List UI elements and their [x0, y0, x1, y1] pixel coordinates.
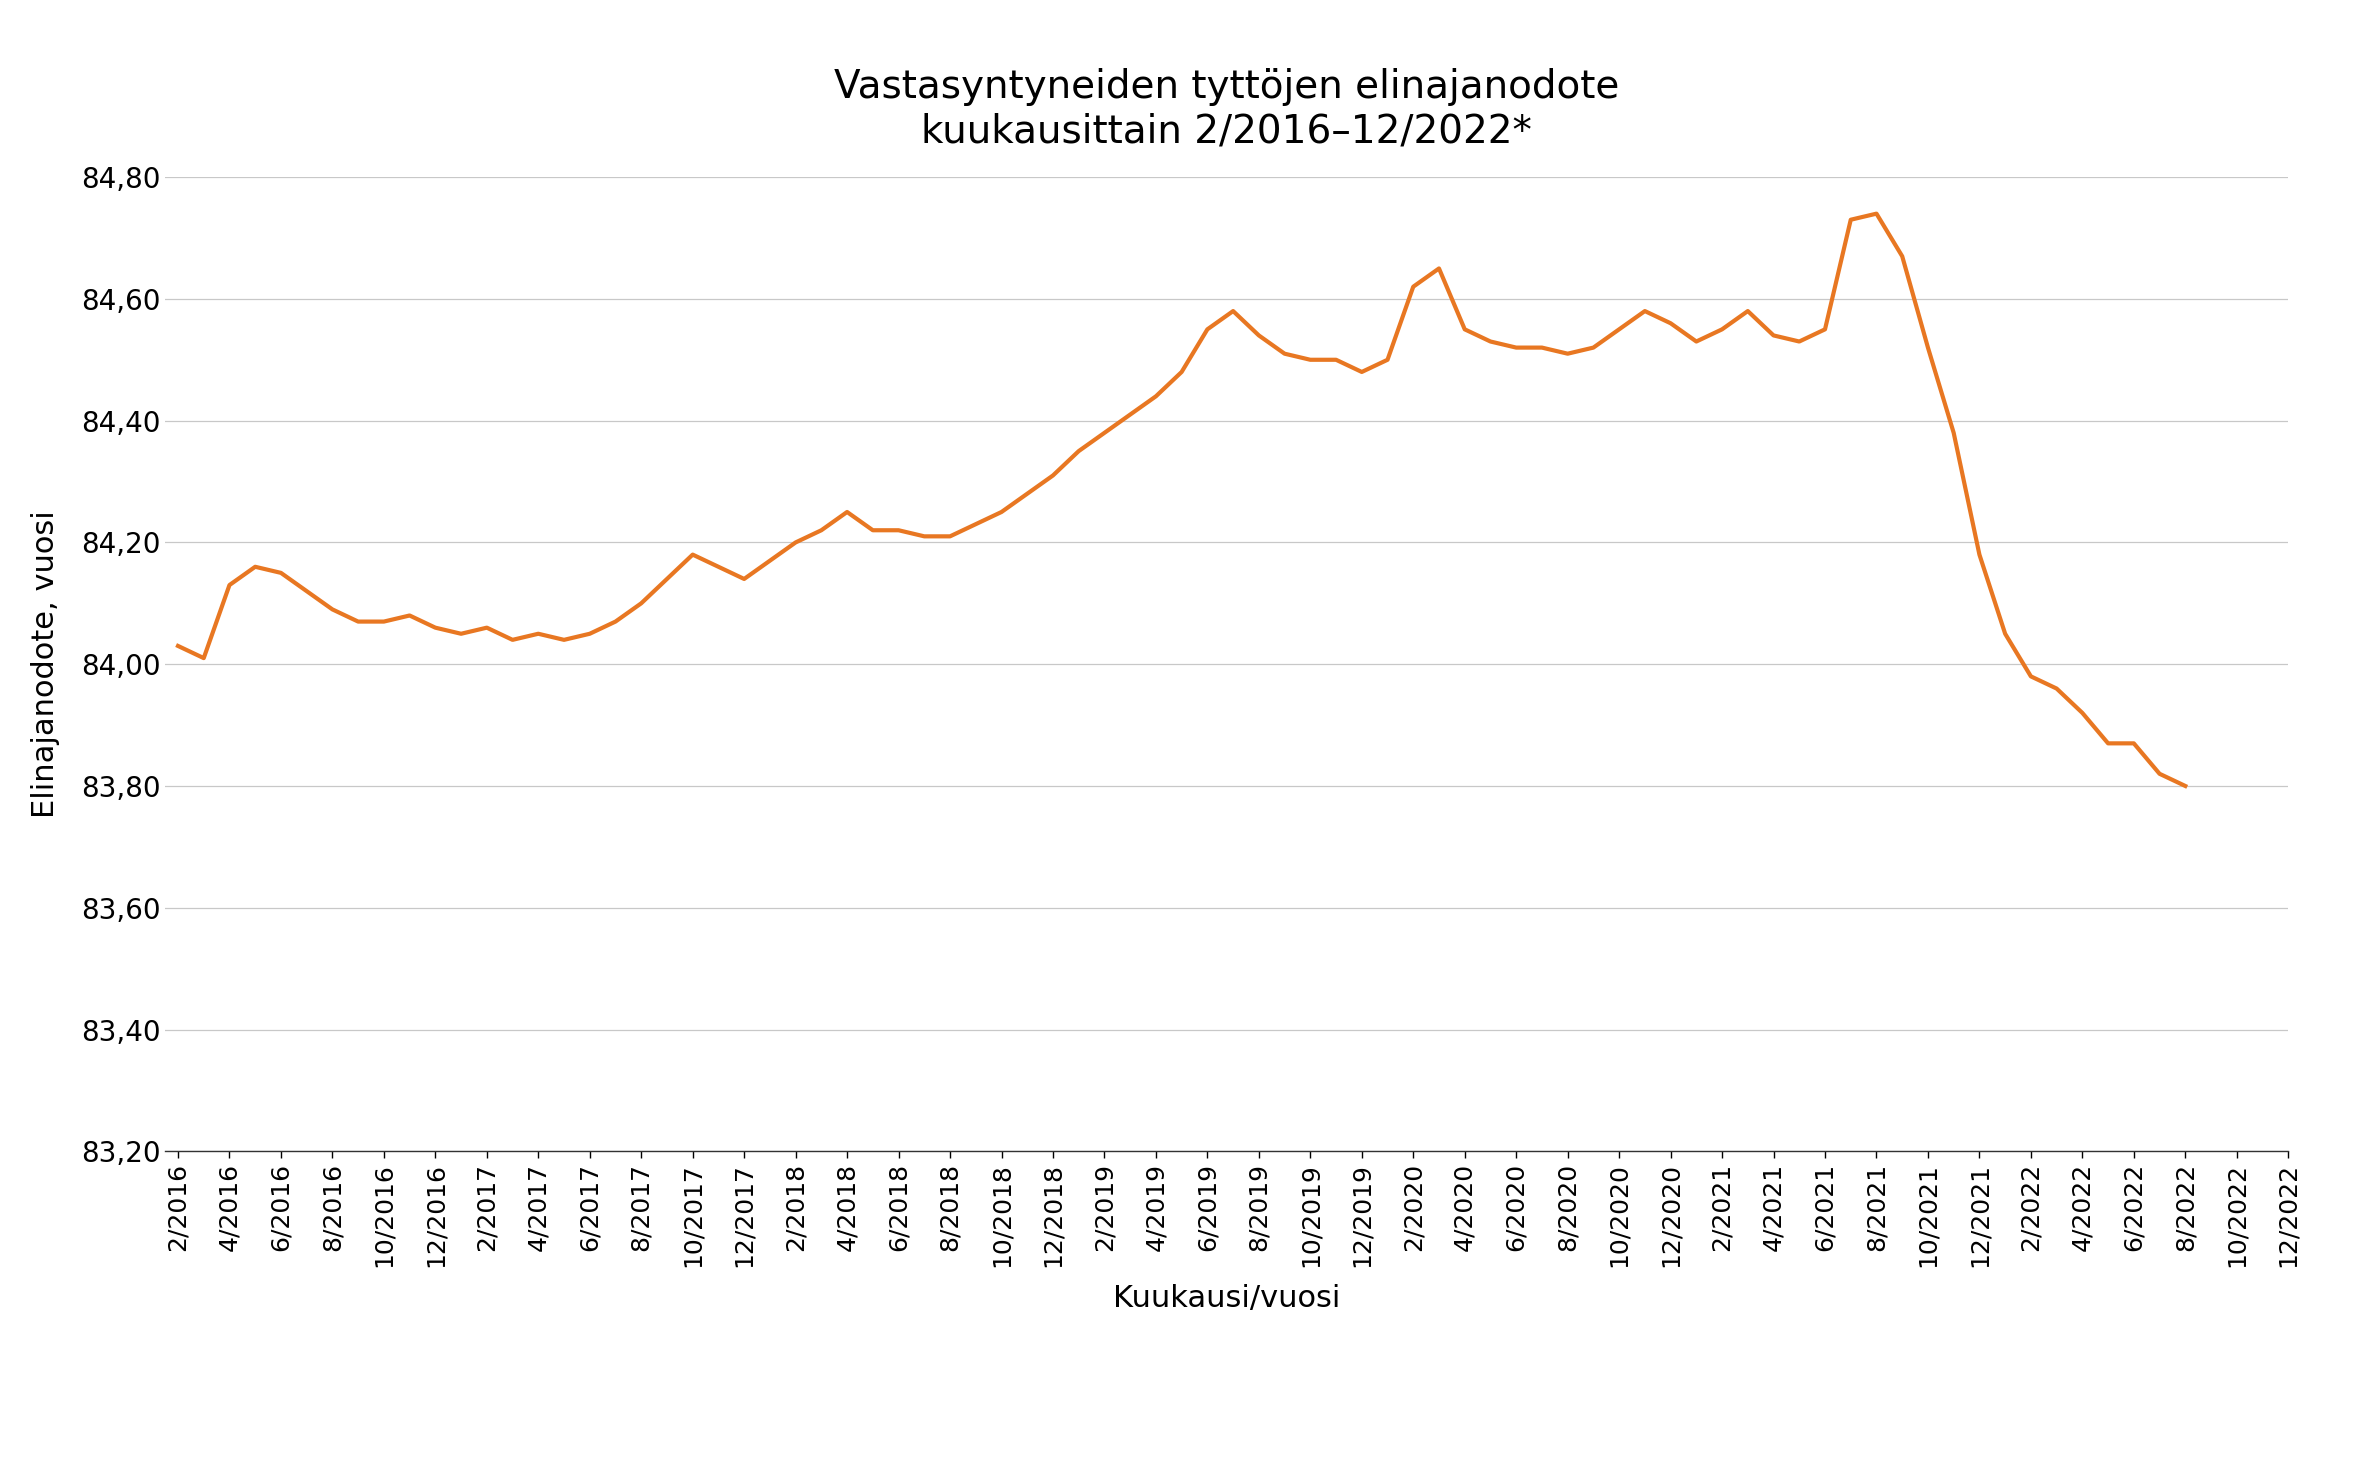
Y-axis label: Elinajanodote, vuosi: Elinajanodote, vuosi — [31, 511, 59, 818]
Title: Vastasyntyneiden tyttöjen elinajanodote
kuukausittain 2/2016–12/2022*: Vastasyntyneiden tyttöjen elinajanodote … — [835, 68, 1618, 151]
X-axis label: Kuukausi/vuosi: Kuukausi/vuosi — [1113, 1284, 1340, 1312]
